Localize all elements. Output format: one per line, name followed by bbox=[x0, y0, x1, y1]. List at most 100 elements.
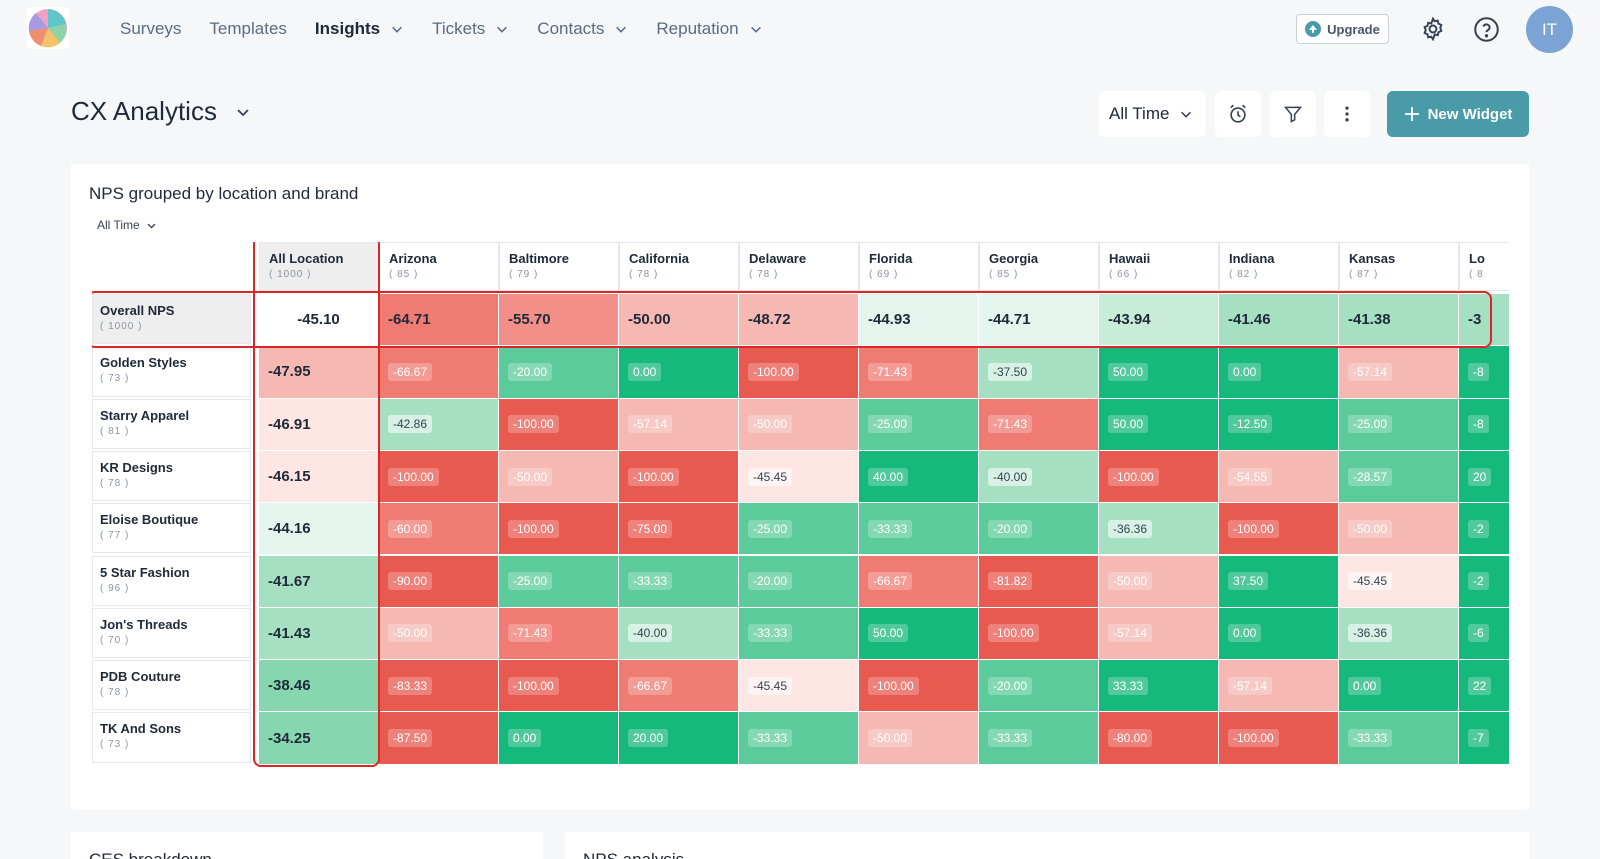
app-logo[interactable] bbox=[27, 7, 69, 49]
column-header[interactable]: Arizona ( 85 ) bbox=[379, 242, 499, 291]
nps-cell[interactable]: -43.94 bbox=[1099, 294, 1219, 347]
nps-cell[interactable]: -100.00 bbox=[499, 660, 619, 713]
nps-cell[interactable]: -50.00 bbox=[1099, 555, 1219, 608]
nps-cell[interactable]: -71.43 bbox=[979, 398, 1099, 451]
nps-cell[interactable]: -100.00 bbox=[1219, 712, 1339, 765]
nps-cell[interactable]: 0.00 bbox=[619, 346, 739, 399]
time-range-select[interactable]: All Time bbox=[1099, 91, 1206, 137]
nps-cell[interactable]: -40.00 bbox=[619, 607, 739, 661]
nps-cell[interactable]: -50.00 bbox=[619, 294, 739, 347]
nps-cell[interactable]: -45.45 bbox=[1339, 555, 1459, 608]
nps-cell[interactable]: -66.67 bbox=[859, 555, 979, 608]
nps-cell[interactable]: 50.00 bbox=[1099, 346, 1219, 399]
nps-cell[interactable]: -44.16 bbox=[259, 503, 379, 556]
nps-cell[interactable]: -66.67 bbox=[379, 346, 499, 399]
nps-cell[interactable]: -71.43 bbox=[499, 607, 619, 661]
nps-cell[interactable]: -47.95 bbox=[259, 346, 379, 399]
nps-cell[interactable]: -7 bbox=[1459, 712, 1509, 765]
nps-cell[interactable]: -50.00 bbox=[1339, 503, 1459, 556]
nps-cell[interactable]: -28.57 bbox=[1339, 450, 1459, 504]
nps-cell[interactable]: -50.00 bbox=[859, 712, 979, 765]
nps-cell[interactable]: -83.33 bbox=[379, 660, 499, 713]
nps-cell[interactable]: -87.50 bbox=[379, 712, 499, 765]
nav-item-surveys[interactable]: Surveys bbox=[120, 16, 181, 42]
user-avatar[interactable]: IT bbox=[1526, 6, 1573, 53]
nav-item-reputation[interactable]: Reputation bbox=[656, 16, 762, 42]
nps-cell[interactable]: -45.10 bbox=[259, 294, 379, 347]
filter-button[interactable] bbox=[1270, 91, 1316, 137]
nps-cell[interactable]: -20.00 bbox=[979, 660, 1099, 713]
nps-cell[interactable]: -33.33 bbox=[979, 712, 1099, 765]
nps-cell[interactable]: -57.14 bbox=[1099, 607, 1219, 661]
nps-cell[interactable]: 50.00 bbox=[1099, 398, 1219, 451]
nps-cell[interactable]: -38.46 bbox=[259, 660, 379, 713]
nps-cell[interactable]: -100.00 bbox=[499, 398, 619, 451]
nps-cell[interactable]: -71.43 bbox=[859, 346, 979, 399]
nps-cell[interactable]: -20.00 bbox=[499, 346, 619, 399]
nps-cell[interactable]: -100.00 bbox=[619, 450, 739, 504]
nps-cell[interactable]: -100.00 bbox=[1099, 450, 1219, 504]
nps-cell[interactable]: 20 bbox=[1459, 450, 1509, 504]
nps-cell[interactable]: -3 bbox=[1459, 294, 1509, 347]
nav-item-contacts[interactable]: Contacts bbox=[537, 16, 628, 42]
nps-cell[interactable]: -64.71 bbox=[379, 294, 499, 347]
nps-cell[interactable]: -20.00 bbox=[739, 555, 859, 608]
nps-cell[interactable]: 0.00 bbox=[1339, 660, 1459, 713]
nps-cell[interactable]: -2 bbox=[1459, 555, 1509, 608]
nps-cell[interactable]: -50.00 bbox=[379, 607, 499, 661]
nps-cell[interactable]: -25.00 bbox=[1339, 398, 1459, 451]
nps-cell[interactable]: -50.00 bbox=[499, 450, 619, 504]
column-header[interactable]: Lo ( 8 bbox=[1459, 242, 1509, 291]
dashboard-title[interactable]: CX Analytics bbox=[71, 96, 251, 127]
nps-cell[interactable]: -25.00 bbox=[499, 555, 619, 608]
nps-cell[interactable]: -57.14 bbox=[619, 398, 739, 451]
column-header[interactable]: Indiana ( 82 ) bbox=[1219, 242, 1339, 291]
nps-cell[interactable]: -40.00 bbox=[979, 450, 1099, 504]
widget-time-filter[interactable]: All Time bbox=[97, 218, 157, 232]
nps-cell[interactable]: -100.00 bbox=[739, 346, 859, 399]
nps-cell[interactable]: -100.00 bbox=[859, 660, 979, 713]
nps-cell[interactable]: -33.33 bbox=[859, 503, 979, 556]
nps-cell[interactable]: -90.00 bbox=[379, 555, 499, 608]
column-header[interactable]: All Location ( 1000 ) bbox=[259, 242, 379, 291]
nps-cell[interactable]: -36.36 bbox=[1099, 503, 1219, 556]
nps-cell[interactable]: -100.00 bbox=[1219, 503, 1339, 556]
nps-cell[interactable]: -46.15 bbox=[259, 450, 379, 504]
column-header[interactable]: Georgia ( 85 ) bbox=[979, 242, 1099, 291]
nps-cell[interactable]: -45.45 bbox=[739, 450, 859, 504]
nps-cell[interactable]: -57.14 bbox=[1219, 660, 1339, 713]
nps-cell[interactable]: -41.67 bbox=[259, 555, 379, 608]
nps-cell[interactable]: -54.55 bbox=[1219, 450, 1339, 504]
column-header[interactable]: Delaware ( 78 ) bbox=[739, 242, 859, 291]
new-widget-button[interactable]: New Widget bbox=[1387, 91, 1529, 137]
nps-cell[interactable]: -25.00 bbox=[859, 398, 979, 451]
nps-cell[interactable]: 33.33 bbox=[1099, 660, 1219, 713]
nps-cell[interactable]: -60.00 bbox=[379, 503, 499, 556]
column-header[interactable]: Baltimore ( 79 ) bbox=[499, 242, 619, 291]
nps-cell[interactable]: -42.86 bbox=[379, 398, 499, 451]
help-icon[interactable] bbox=[1471, 14, 1501, 44]
nps-cell[interactable]: 22 bbox=[1459, 660, 1509, 713]
nps-cell[interactable]: -46.91 bbox=[259, 398, 379, 451]
nps-cell[interactable]: -33.33 bbox=[739, 607, 859, 661]
nps-cell[interactable]: -45.45 bbox=[739, 660, 859, 713]
nps-cell[interactable]: -20.00 bbox=[979, 503, 1099, 556]
nps-cell[interactable]: 0.00 bbox=[1219, 607, 1339, 661]
nps-cell[interactable]: 0.00 bbox=[499, 712, 619, 765]
nps-cell[interactable]: -81.82 bbox=[979, 555, 1099, 608]
nps-cell[interactable]: 20.00 bbox=[619, 712, 739, 765]
nps-cell[interactable]: -33.33 bbox=[739, 712, 859, 765]
nps-cell[interactable]: -57.14 bbox=[1339, 346, 1459, 399]
nps-cell[interactable]: -25.00 bbox=[739, 503, 859, 556]
nps-cell[interactable]: -55.70 bbox=[499, 294, 619, 347]
nps-cell[interactable]: 37.50 bbox=[1219, 555, 1339, 608]
nps-cell[interactable]: -36.36 bbox=[1339, 607, 1459, 661]
nps-cell[interactable]: 40.00 bbox=[859, 450, 979, 504]
nps-cell[interactable]: -50.00 bbox=[739, 398, 859, 451]
column-header[interactable]: Florida ( 69 ) bbox=[859, 242, 979, 291]
nps-cell[interactable]: -80.00 bbox=[1099, 712, 1219, 765]
nav-item-tickets[interactable]: Tickets bbox=[432, 16, 509, 42]
nav-item-insights[interactable]: Insights bbox=[315, 16, 404, 42]
nps-cell[interactable]: -33.33 bbox=[1339, 712, 1459, 765]
nps-cell[interactable]: -41.43 bbox=[259, 607, 379, 661]
